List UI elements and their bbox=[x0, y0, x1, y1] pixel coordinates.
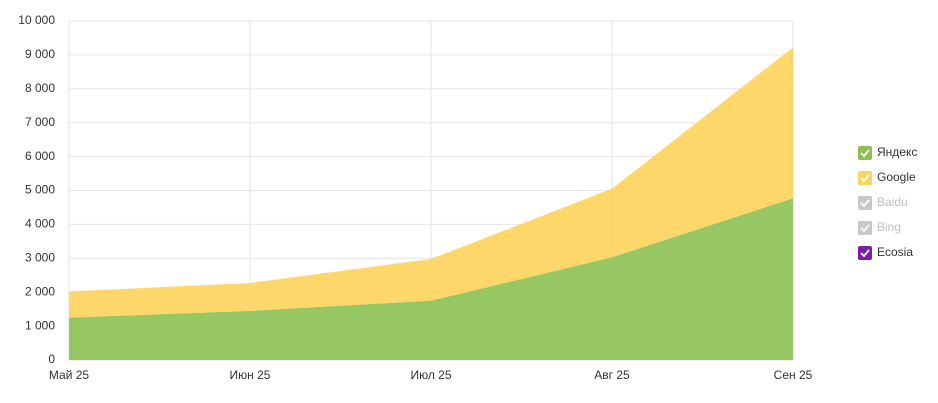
legend-label: Google bbox=[877, 170, 916, 184]
y-tick-label: 0 bbox=[48, 352, 55, 366]
legend-label: Ecosia bbox=[877, 245, 913, 259]
legend-checkbox bbox=[858, 171, 872, 185]
y-tick-label: 8 000 bbox=[25, 81, 55, 95]
check-icon bbox=[860, 199, 870, 208]
y-tick-label: 4 000 bbox=[25, 217, 55, 231]
legend-checkbox bbox=[858, 221, 872, 235]
legend-item[interactable]: Ecosia bbox=[858, 245, 913, 260]
x-tick-label: Сен 25 bbox=[774, 368, 813, 382]
x-tick-label: Май 25 bbox=[49, 368, 90, 382]
legend-label: Bing bbox=[877, 220, 901, 234]
y-tick-label: 2 000 bbox=[25, 284, 55, 298]
legend-checkbox bbox=[858, 196, 872, 210]
area bbox=[69, 198, 793, 360]
x-tick-label: Июл 25 bbox=[410, 368, 451, 382]
y-tick-label: 1 000 bbox=[25, 318, 55, 332]
y-tick-label: 6 000 bbox=[25, 149, 55, 163]
legend-item[interactable]: Google bbox=[858, 170, 916, 185]
y-tick-label: 9 000 bbox=[25, 47, 55, 61]
y-tick-label: 3 000 bbox=[25, 250, 55, 264]
y-tick-label: 10 000 bbox=[18, 13, 55, 27]
check-icon bbox=[860, 174, 870, 183]
y-tick-label: 7 000 bbox=[25, 115, 55, 129]
legend-item[interactable]: Baidu bbox=[858, 195, 908, 210]
check-icon bbox=[860, 149, 870, 158]
legend-label: Яндекс bbox=[877, 145, 917, 159]
legend-item[interactable]: Bing bbox=[858, 220, 901, 235]
legend-checkbox bbox=[858, 146, 872, 160]
check-icon bbox=[860, 224, 870, 233]
legend-item[interactable]: Яндекс bbox=[858, 145, 917, 160]
area bbox=[69, 47, 793, 318]
check-icon bbox=[860, 249, 870, 258]
x-tick-label: Июн 25 bbox=[230, 368, 271, 382]
legend-checkbox bbox=[858, 246, 872, 260]
legend-label: Baidu bbox=[877, 195, 908, 209]
y-tick-label: 5 000 bbox=[25, 183, 55, 197]
x-tick-label: Авг 25 bbox=[594, 368, 630, 382]
